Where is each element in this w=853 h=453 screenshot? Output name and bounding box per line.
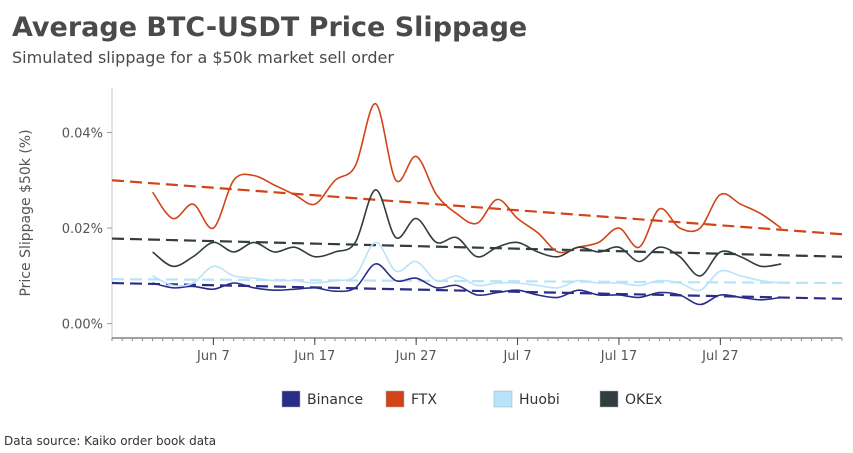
trend-line — [111, 281, 843, 300]
legend-swatch — [385, 390, 405, 408]
legend-label: OKEx — [625, 392, 662, 408]
chart-title: Average BTC-USDT Price Slippage — [12, 12, 528, 43]
y-tick-label: 0.00% — [62, 318, 103, 333]
series-line-okex — [152, 188, 782, 277]
legend-swatch — [281, 390, 301, 408]
y-tick-label: 0.02% — [62, 222, 103, 237]
trend-line — [111, 278, 843, 285]
x-tick-label: Jun 17 — [293, 349, 335, 364]
x-tick-label: Jul 17 — [600, 349, 637, 364]
y-tick-label: 0.04% — [62, 126, 103, 141]
x-tick-label: Jun 7 — [196, 349, 230, 364]
trend-line — [111, 237, 843, 258]
series-line-binance — [152, 263, 782, 306]
series-line-ftx — [151, 102, 782, 254]
legend-swatch — [493, 390, 513, 408]
x-tick-label: Jun 27 — [395, 349, 437, 364]
series-lines — [151, 102, 782, 306]
chart-axes: Jun 7 Jun 17 Jun 27 Jul 7 Jul 17 Jul 27 0.00% 0… — [18, 88, 843, 364]
legend-label: FTX — [411, 392, 437, 408]
trend-lines — [111, 179, 843, 300]
legend: Binance FTX Huobi OKEx — [281, 390, 662, 408]
legend-swatch — [599, 390, 619, 408]
chart-subtitle: Simulated slippage for a $50k market sel… — [12, 48, 394, 67]
legend-label: Binance — [307, 392, 363, 408]
x-tick-label: Jul 7 — [503, 349, 532, 364]
series-line-huobi — [152, 241, 782, 292]
data-source-note: Data source: Kaiko order book data — [4, 434, 217, 448]
x-tick-label: Jul 27 — [701, 349, 738, 364]
trend-line — [111, 179, 843, 236]
y-axis-title: Price Slippage $50k (%) — [18, 129, 34, 296]
legend-label: Huobi — [519, 392, 560, 408]
